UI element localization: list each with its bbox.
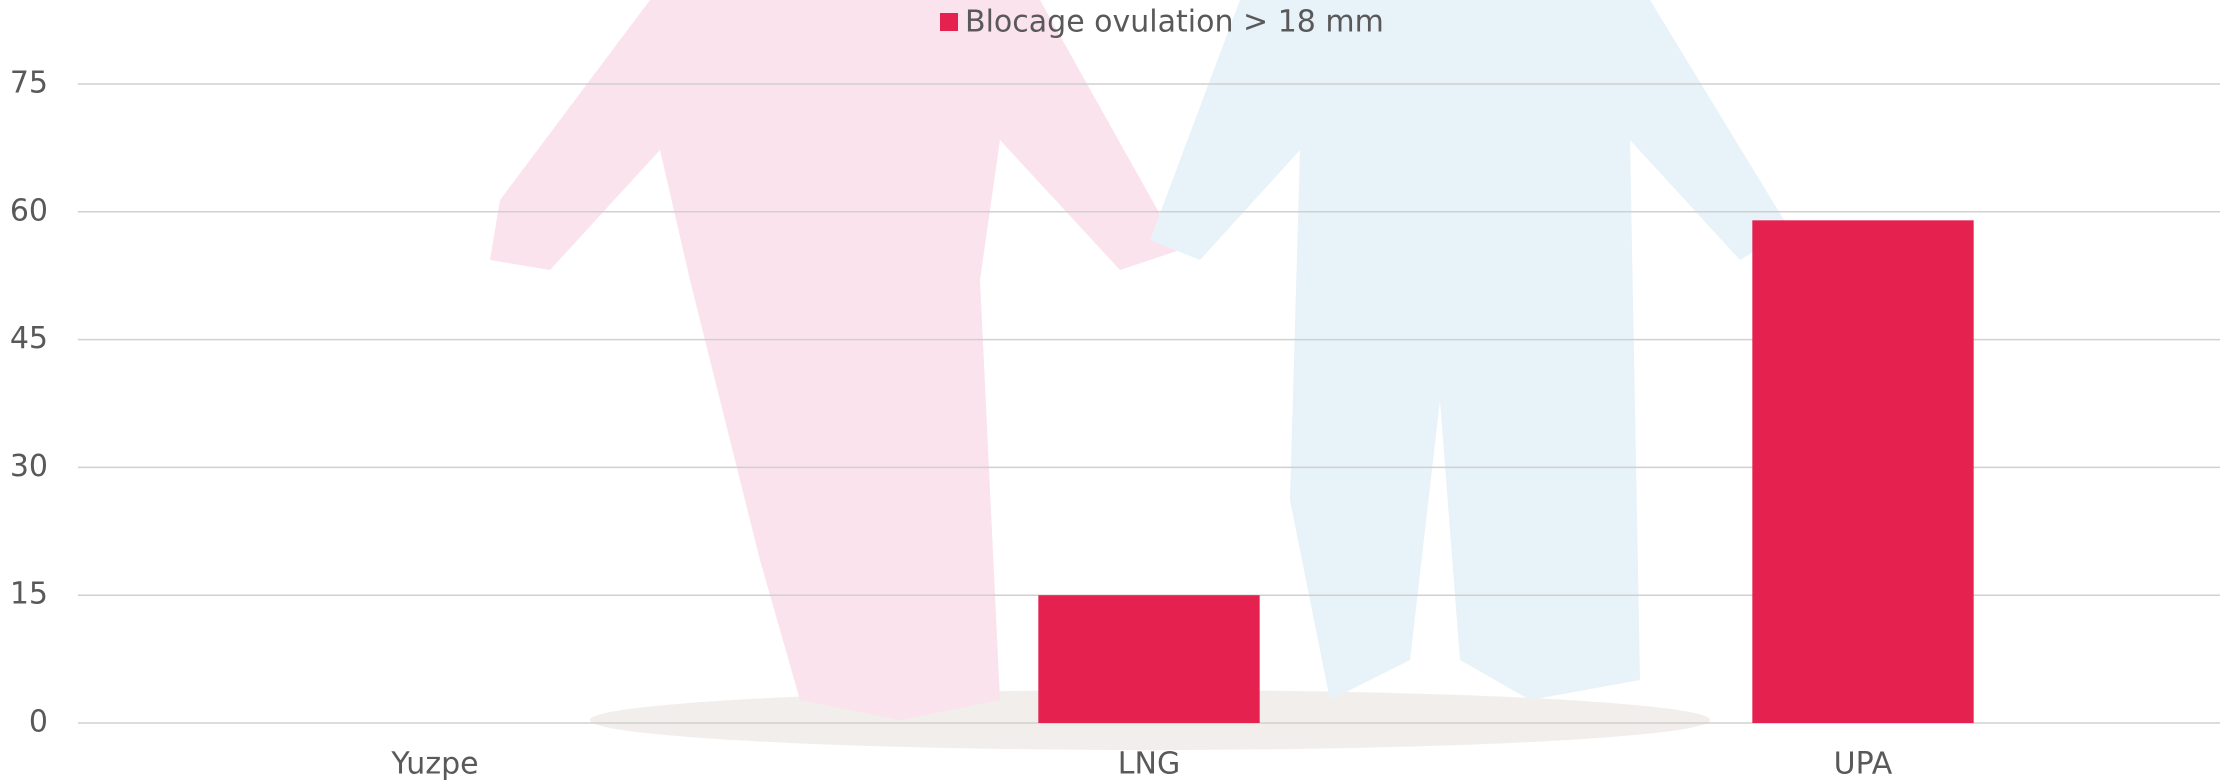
y-tick-label: 30 bbox=[10, 449, 48, 484]
y-tick-label: 60 bbox=[10, 193, 48, 228]
x-tick-label: LNG bbox=[1118, 747, 1180, 782]
legend-swatch bbox=[940, 13, 958, 31]
y-tick-label: 15 bbox=[10, 577, 48, 612]
bar bbox=[1752, 220, 1974, 723]
y-tick-label: 45 bbox=[10, 321, 48, 356]
legend-label: Blocage ovulation > 18 mm bbox=[965, 5, 1384, 40]
plot-area: 0 15 30 45 60 75 Yuzpe LNG UPA bbox=[10, 66, 2220, 782]
y-tick-label: 75 bbox=[10, 66, 48, 101]
background-illustration bbox=[490, 0, 1790, 750]
x-tick-label: Yuzpe bbox=[390, 747, 478, 782]
x-tick-label: UPA bbox=[1834, 747, 1893, 782]
y-tick-label: 0 bbox=[29, 705, 48, 740]
bar bbox=[1038, 595, 1260, 723]
